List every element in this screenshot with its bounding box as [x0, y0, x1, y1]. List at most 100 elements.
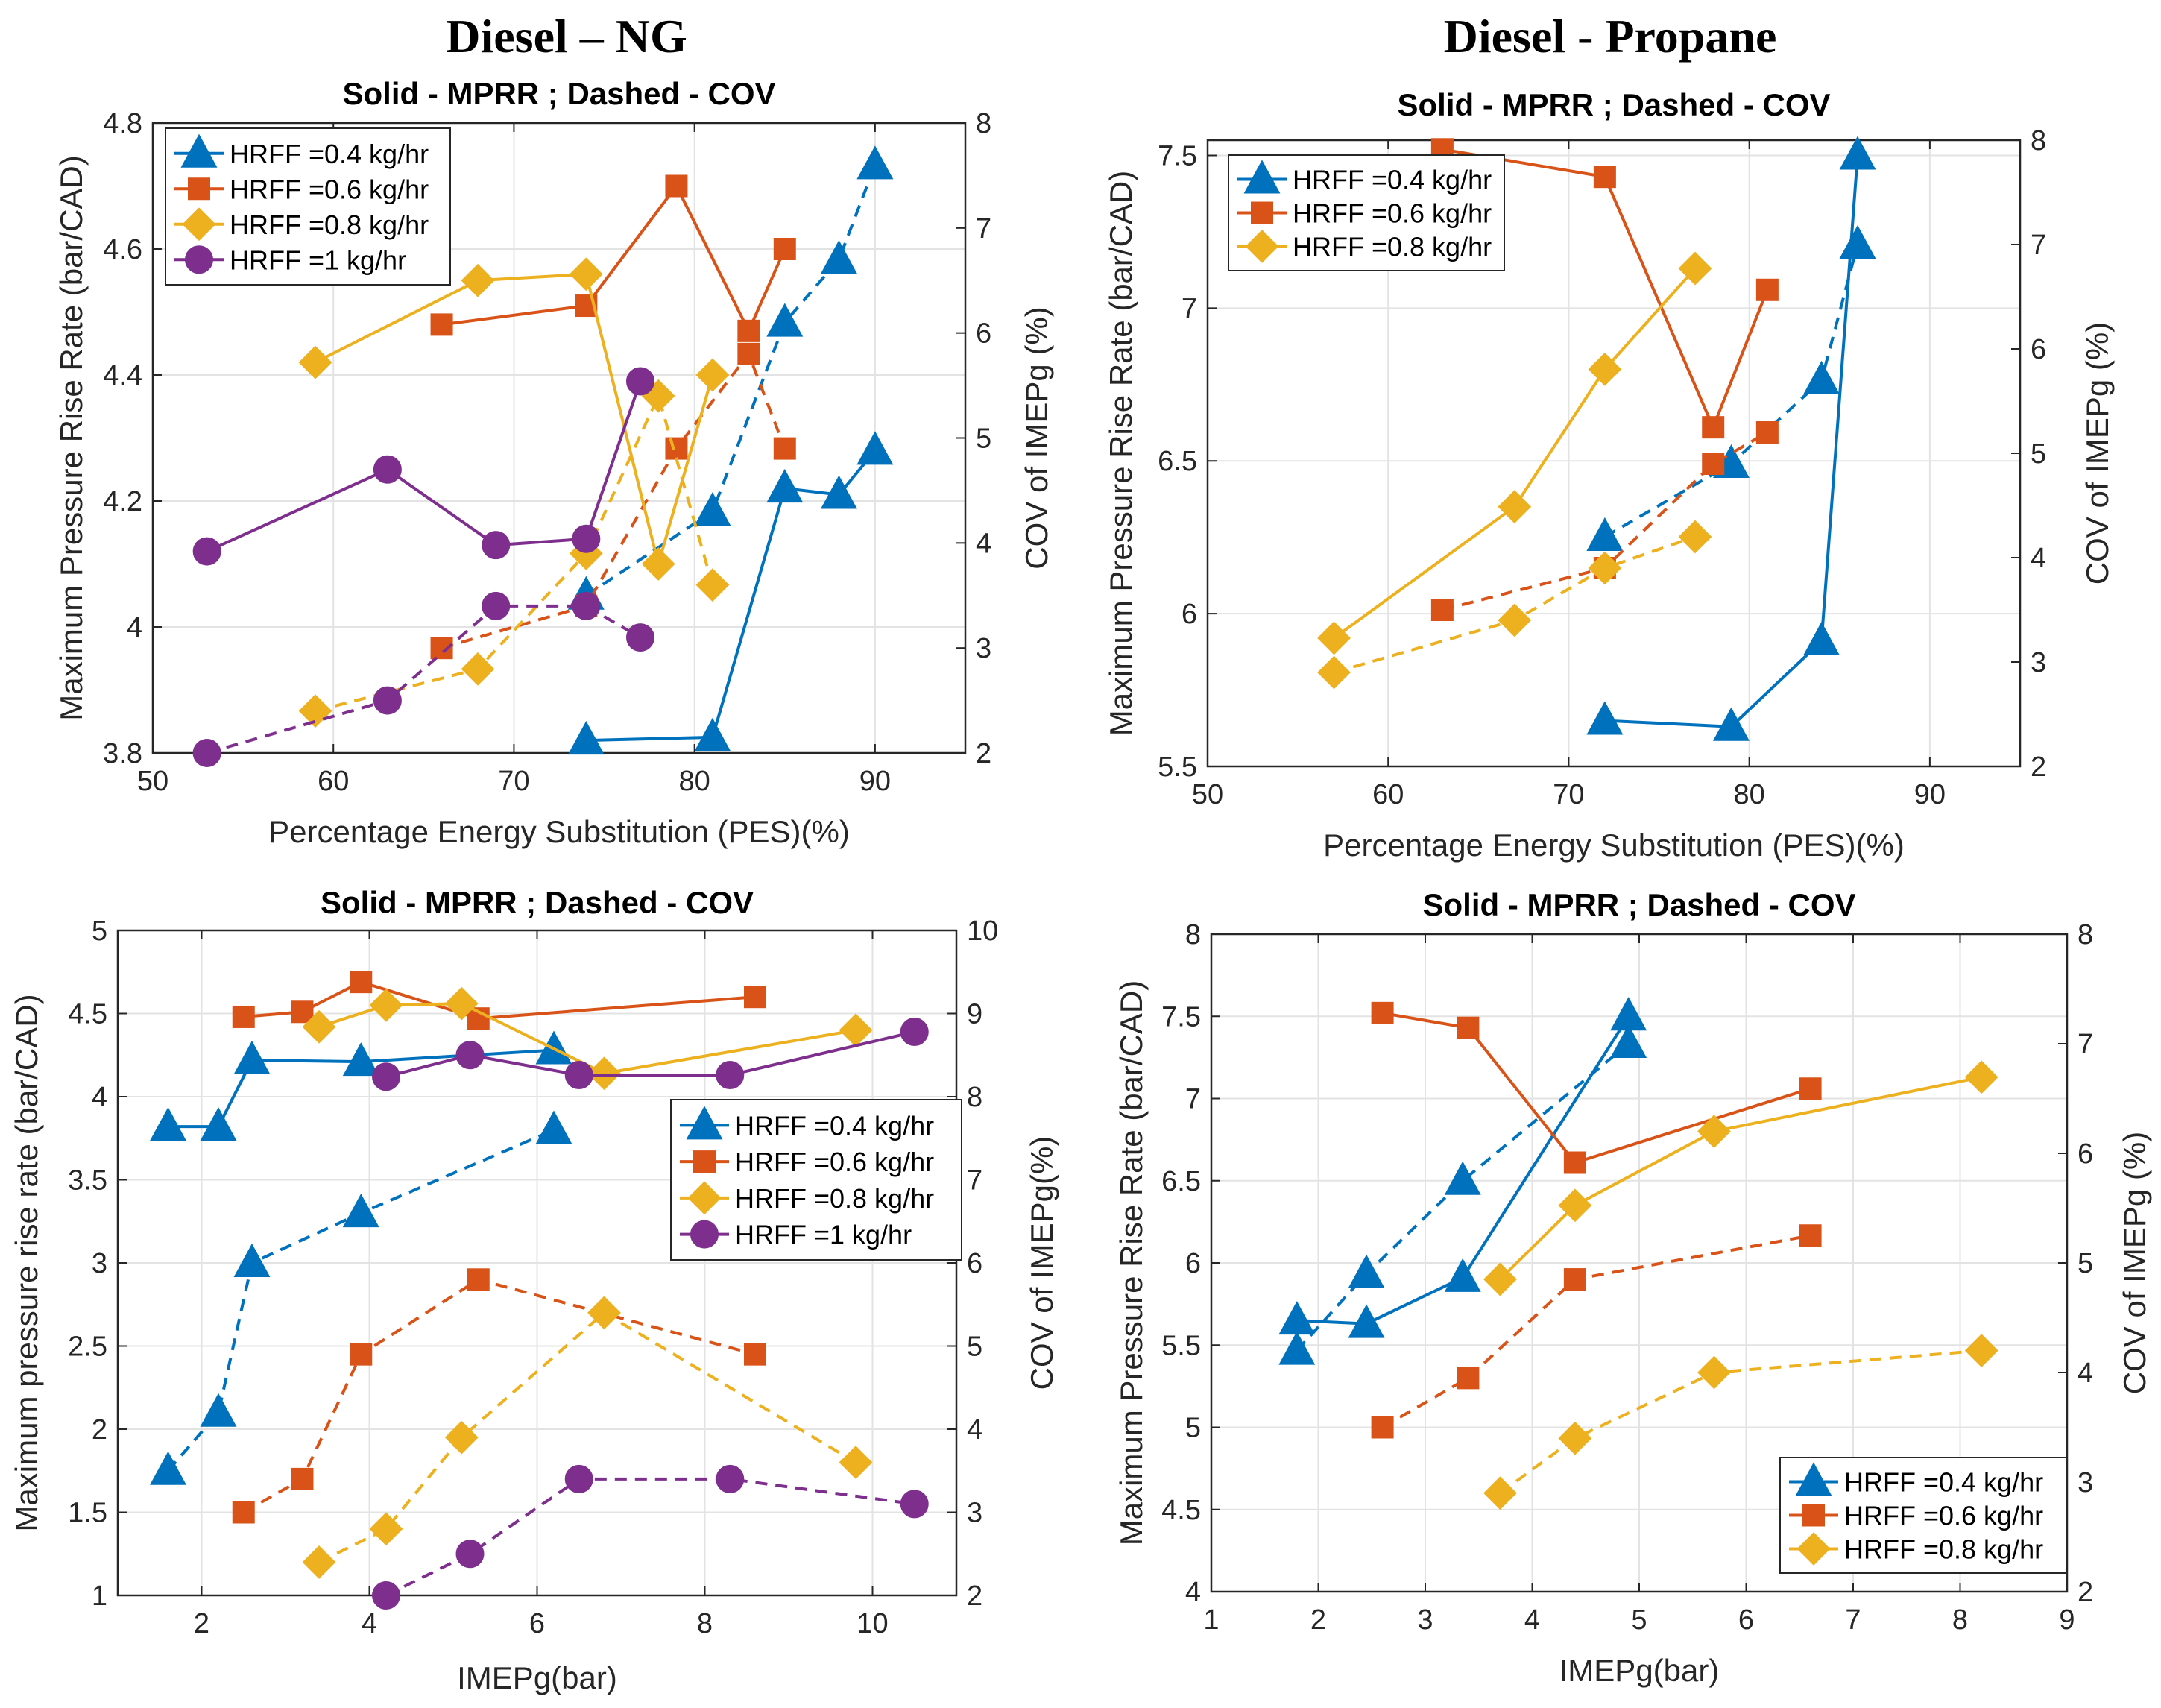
x-tick-label: 90 — [859, 766, 891, 797]
mprr-line — [1604, 155, 1859, 728]
mprr-line — [1333, 267, 1697, 640]
y-tick-label: 6.5 — [1161, 1166, 1201, 1197]
cov-point — [587, 1296, 621, 1330]
cov-point — [200, 1393, 237, 1427]
chart-title: Solid - MPRR ; Dashed - COV — [1397, 87, 1830, 122]
x-tick-label: 1 — [1203, 1604, 1219, 1636]
series-1 — [1278, 997, 1647, 1365]
y2-tick-label: 4 — [2031, 543, 2046, 574]
legend-label: HRFF =0.6 kg/hr — [1293, 198, 1492, 229]
y2-tick-label: 6 — [967, 1248, 982, 1279]
y2-axis-label: COV of IMEPg (%) — [1019, 306, 1054, 569]
y-tick-label: 4.4 — [103, 360, 142, 391]
cov-point — [1588, 551, 1622, 585]
cov-point — [626, 623, 654, 652]
y2-tick-label: 3 — [2078, 1467, 2093, 1499]
cov-point — [373, 686, 402, 715]
cov-point — [1839, 224, 1876, 259]
cov-line — [1296, 1042, 1630, 1352]
cov-point — [1755, 421, 1779, 444]
cov-point — [1457, 1367, 1480, 1390]
cov-point — [1498, 603, 1532, 637]
y-tick-label: 4.5 — [68, 999, 107, 1030]
x-axis-label: Percentage Energy Substitution (PES)(%) — [1323, 828, 1905, 863]
mprr-point — [820, 475, 857, 509]
mprr-point — [1839, 136, 1876, 170]
y2-tick-label: 2 — [2078, 1577, 2093, 1608]
chart-panels: 50 60 70 80 90 3.8 4 4.2 4.4 4.6 4.8 2 3 4 5 6 7 8 Solid -… — [9, 76, 2152, 1695]
mprr-point — [369, 988, 403, 1022]
x-tick-label: 6 — [529, 1608, 545, 1639]
x-tick-label: 70 — [498, 766, 529, 797]
legend-marker — [687, 1181, 722, 1215]
mprr-point — [900, 1018, 929, 1047]
cov-point — [737, 342, 760, 365]
cov-point — [1483, 1476, 1517, 1510]
mprr-line — [1442, 148, 1769, 432]
mprr-point — [626, 367, 654, 396]
cov-point — [291, 1467, 314, 1490]
y-tick-label: 4.6 — [103, 234, 142, 265]
mprr-point — [1457, 1016, 1480, 1039]
mprr-point — [1678, 251, 1712, 286]
cov-point — [461, 652, 495, 686]
cov-point — [1278, 1331, 1316, 1365]
mprr-point — [150, 1107, 186, 1141]
mprr-point — [444, 986, 479, 1021]
mprr-point — [587, 1056, 621, 1091]
cov-line — [1381, 1234, 1811, 1429]
y-tick-label: 5.5 — [1161, 1330, 1201, 1361]
x-tick-label: 3 — [1417, 1604, 1433, 1636]
y-tick-label: 4.2 — [103, 486, 142, 517]
mprr-point — [737, 319, 760, 342]
y2-tick-label: 6 — [2031, 334, 2046, 365]
cov-point — [716, 1464, 745, 1493]
cov-line — [1442, 431, 1768, 611]
mprr-point — [1558, 1188, 1592, 1223]
cov-point — [350, 1343, 373, 1366]
mprr-point — [773, 238, 796, 260]
y2-tick-label: 2 — [967, 1581, 982, 1612]
y2-tick-label: 2 — [2031, 751, 2046, 783]
cov-point — [1964, 1334, 1998, 1368]
grid — [153, 123, 965, 753]
mprr-point — [350, 971, 373, 994]
legend-marker — [1802, 1504, 1825, 1527]
y2-axis-label: COV of IMEPg (%) — [2080, 322, 2115, 584]
cov-point — [820, 239, 857, 274]
y2-tick-label: 5 — [2078, 1248, 2093, 1279]
chart-title: Solid - MPRR ; Dashed - COV — [342, 76, 775, 111]
mprr-line — [1499, 1075, 1982, 1281]
y2-tick-label: 5 — [967, 1332, 982, 1363]
legend-marker — [1243, 160, 1281, 194]
x-tick-label: 6 — [1738, 1604, 1754, 1636]
mprr-point — [1702, 416, 1725, 439]
y2-tick-label: 4 — [967, 1414, 982, 1446]
mprr-line — [441, 183, 786, 335]
y2-tick-label: 8 — [2078, 919, 2093, 951]
mprr-point — [482, 531, 511, 560]
x-tick-label: 70 — [1553, 779, 1584, 810]
x-axis-label: Percentage Energy Substitution (PES)(%) — [268, 814, 850, 849]
y-tick-label: 6 — [1182, 599, 1197, 630]
x-tick-label: 80 — [1734, 779, 1765, 810]
y-tick-label: 3.5 — [68, 1165, 107, 1197]
y2-tick-label: 5 — [2031, 438, 2046, 470]
cov-point — [298, 694, 332, 728]
x-tick-label: 10 — [856, 1608, 888, 1639]
mprr-point — [1755, 278, 1779, 301]
y2-tick-label: 7 — [2031, 230, 2046, 261]
x-tick-label: 5 — [1631, 1604, 1647, 1636]
mprr-point — [1588, 352, 1622, 386]
legend-label: HRFF =1 kg/hr — [735, 1220, 912, 1250]
cov-point — [444, 1420, 479, 1455]
y-tick-label: 7.5 — [1161, 1001, 1201, 1033]
mprr-point — [716, 1061, 745, 1090]
x-tick-label: 2 — [194, 1608, 209, 1639]
mprr-point — [569, 257, 603, 292]
cov-point — [1702, 453, 1725, 475]
